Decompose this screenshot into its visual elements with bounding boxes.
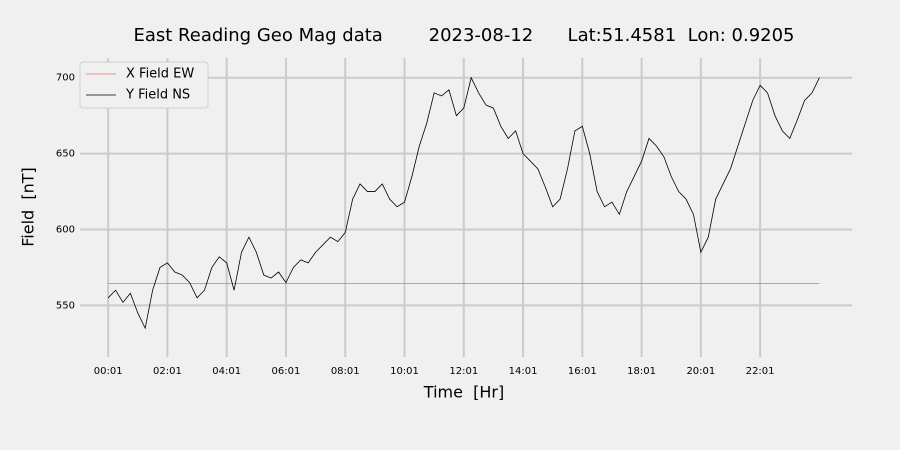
x-tick-label: 06:01 bbox=[272, 366, 301, 377]
y-tick-label: 600 bbox=[56, 225, 75, 236]
legend-box bbox=[79, 61, 209, 109]
plot-lines bbox=[107, 76, 820, 330]
legend-label: X Field EW bbox=[126, 67, 194, 82]
legend-label: Y Field NS bbox=[125, 88, 190, 103]
x-tick-label: 22:01 bbox=[746, 366, 775, 377]
y-tick-label: 650 bbox=[56, 149, 75, 160]
y-tick-label: 550 bbox=[56, 300, 75, 311]
x-tick-label: 16:01 bbox=[568, 366, 597, 377]
x-tick-label: 10:01 bbox=[390, 366, 419, 377]
x-tick-label: 04:01 bbox=[212, 366, 241, 377]
legend: X Field EW Y Field NS bbox=[79, 61, 209, 109]
x-tick-label: 02:01 bbox=[153, 366, 182, 377]
x-axis-label: Time [Hr] bbox=[423, 383, 504, 402]
x-tick-label: 08:01 bbox=[331, 366, 360, 377]
x-tick-label: 20:01 bbox=[686, 366, 715, 377]
x-tick-label: 18:01 bbox=[627, 366, 656, 377]
series-line bbox=[107, 76, 820, 330]
x-tick-label: 00:01 bbox=[94, 366, 123, 377]
y-axis-label: Field [nT] bbox=[19, 167, 38, 247]
chart-title: East Reading Geo Mag data 2023-08-12 Lat… bbox=[133, 25, 794, 46]
x-tick-label: 14:01 bbox=[509, 366, 538, 377]
y-tick-label: 700 bbox=[56, 73, 75, 84]
x-tick-label: 12:01 bbox=[449, 366, 478, 377]
grid: 550 600 650 700 00:01 02:01 04:01 06:01 08:01 10:… bbox=[56, 58, 852, 377]
